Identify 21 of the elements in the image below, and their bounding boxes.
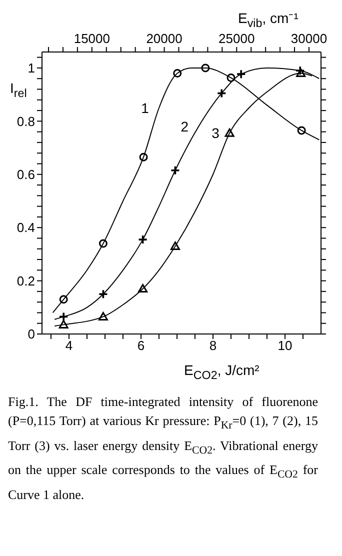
- series-label: 2: [180, 118, 189, 134]
- x-tick-label: 6: [137, 338, 145, 354]
- y-tick-label: 0.6: [16, 166, 35, 182]
- x-tick-label: 8: [209, 338, 217, 354]
- y-tick-label: 0.4: [16, 220, 35, 236]
- x-axis-title: E$_{CO2}$, J/cm²: [184, 362, 260, 382]
- x2-axis-title: E$_{vib}$, cm⁻¹: [238, 9, 298, 30]
- y-tick-label: 0: [28, 326, 35, 342]
- y-tick-label: 1: [28, 60, 35, 76]
- x2-tick-label: 30000: [290, 31, 328, 46]
- y-axis-title: I$_{rel}$: [10, 80, 27, 100]
- x2-tick-label: 20000: [146, 31, 182, 46]
- x2-tick-label: 15000: [74, 31, 110, 46]
- x2-tick-label: 25000: [218, 31, 255, 46]
- text: Fig.1. The DF time-integrated intensity of fluorenone (P=0,115 Torr) at various Kr pressure: P$_{Kr}$=0 (1), 7 (2), 15 Torr (3) vs. laser energy density E$_{CO2}$. Vibrational energy on the upper scale corresponds to the values of E$_{CO2}$ for Curve 1 alone.: [8, 394, 318, 502]
- x-tick-label: 10: [278, 338, 292, 354]
- x-tick-label: 4: [65, 338, 73, 354]
- y-tick-label: 0.2: [16, 273, 35, 288]
- y-tick-label: 0.8: [16, 114, 35, 129]
- series-label: 1: [141, 100, 150, 116]
- series-label: 3: [212, 125, 220, 142]
